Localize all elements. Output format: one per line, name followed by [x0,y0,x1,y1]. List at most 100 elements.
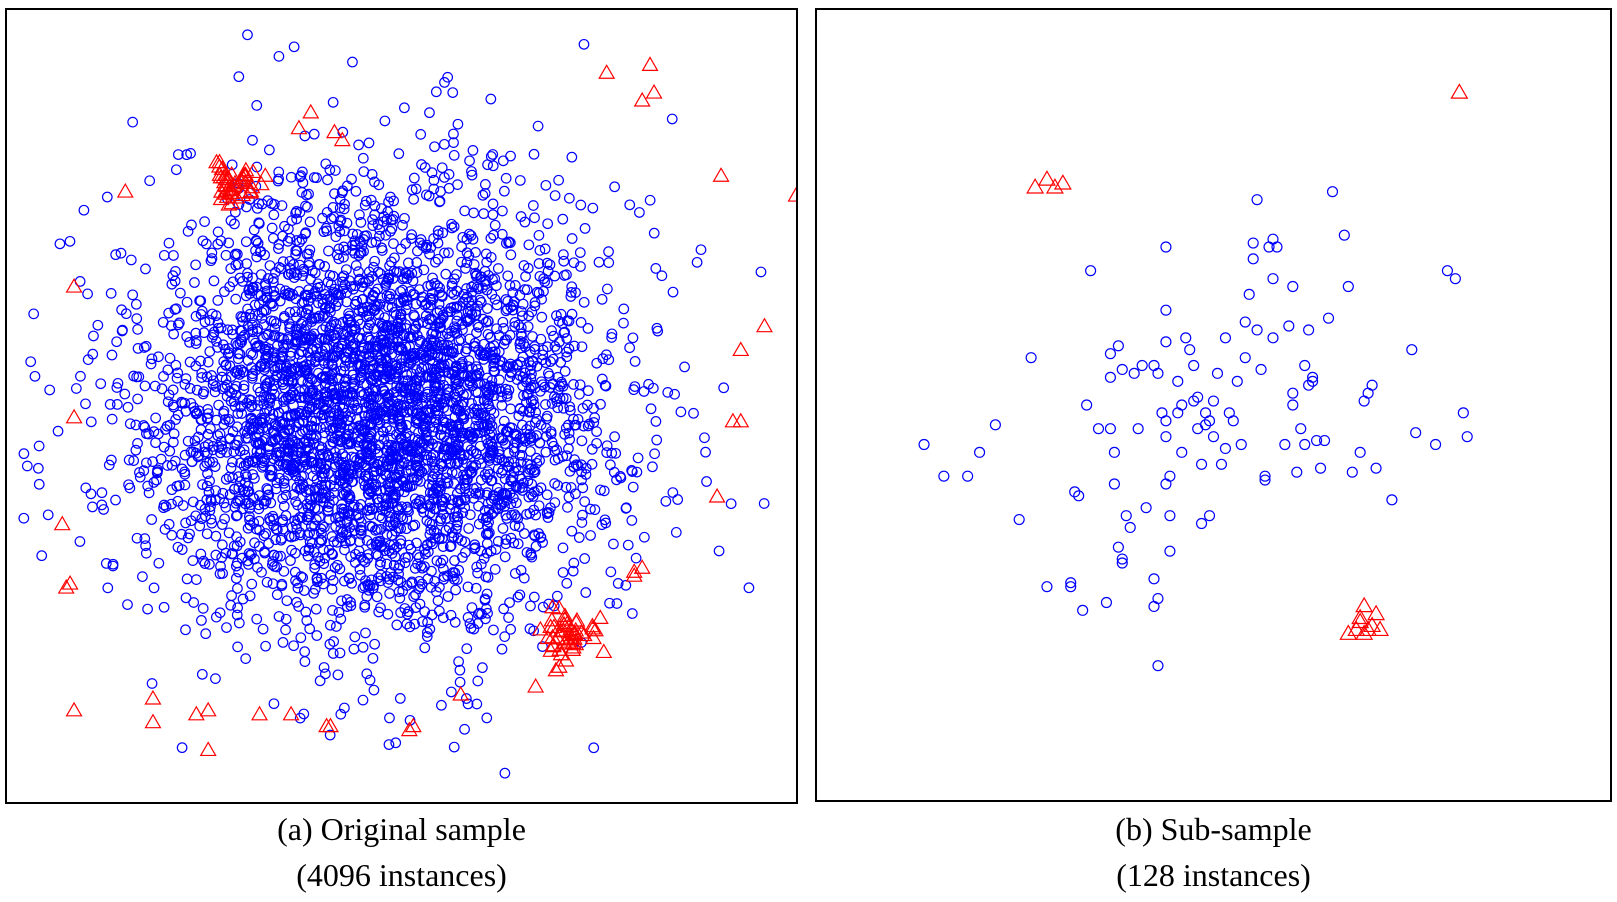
normal-point [480,248,492,260]
normal-point [174,287,186,299]
normal-point [501,362,513,374]
normal-point [424,354,436,366]
normal-point [535,532,547,544]
normal-point [651,434,663,446]
normal-point [513,521,525,532]
normal-point [228,446,240,457]
normal-point [1203,510,1216,522]
normal-point [516,473,527,485]
normal-point [609,181,620,193]
normal-point [110,494,121,506]
normal-point [223,527,235,539]
normal-point [489,564,501,575]
normal-point [268,351,280,363]
anomaly-point [1450,83,1469,99]
normal-point [289,515,301,526]
normal-point [372,299,383,310]
normal-point [450,523,462,535]
normal-point [260,640,271,652]
normal-point [188,597,200,608]
normal-point [443,522,455,534]
anomaly-point [282,705,300,721]
normal-point [1366,379,1378,391]
normal-point [296,187,308,198]
normal-point [276,200,288,211]
normal-point [400,552,411,564]
normal-point [288,489,300,500]
normal-point [487,149,499,160]
anomaly-point [567,621,585,637]
normal-point [388,387,400,399]
normal-point [367,400,379,411]
normal-point [375,406,386,418]
normal-point [528,148,540,160]
anomaly-point [252,175,270,191]
normal-point [1184,344,1196,356]
normal-point [232,408,244,419]
normal-point [579,553,591,564]
normal-point [156,383,168,395]
normal-point [416,362,428,374]
normal-point [426,167,438,179]
normal-point [529,300,541,312]
normal-point [565,291,577,302]
normal-point [503,384,515,396]
normal-point [388,238,399,249]
normal-point [275,550,286,562]
normal-point [365,485,376,497]
normal-point [525,431,537,443]
normal-point [334,318,346,329]
normal-point [327,575,339,586]
anomaly-point [57,578,75,594]
normal-point [442,387,454,398]
normal-point [542,512,554,523]
normal-point [508,442,520,454]
normal-point [263,423,274,435]
normal-point [523,406,535,418]
normal-point [427,337,438,349]
normal-point [541,257,553,269]
normal-point [409,433,421,444]
normal-point [1160,336,1172,348]
normal-point [305,430,317,442]
normal-point [1307,375,1319,387]
normal-point [433,605,445,617]
normal-point [173,480,185,491]
normal-point [122,401,134,413]
anomaly-point [290,119,308,135]
normal-point [299,364,310,376]
normal-point [1311,434,1323,447]
normal-point [670,526,682,538]
normal-point [296,233,308,245]
normal-point [524,446,536,457]
normal-point [234,476,246,487]
normal-point [284,389,296,401]
normal-point [468,207,480,219]
normal-point [278,403,290,415]
normal-point [624,342,636,354]
normal-point [400,466,412,478]
normal-point [237,276,248,287]
normal-point [466,602,478,613]
normal-point [634,207,645,218]
normal-point [603,354,615,366]
anomaly-point [1339,624,1358,640]
normal-point [294,206,306,218]
normal-point [502,426,514,438]
normal-point [450,420,462,431]
normal-point [220,502,232,513]
normal-point [446,287,458,298]
normal-point [1203,415,1216,427]
normal-point [505,249,517,261]
normal-point [449,273,460,285]
normal-point [456,241,467,253]
normal-point [28,308,40,320]
anomaly-point [787,186,796,202]
normal-point [425,280,437,291]
normal-point [355,528,367,540]
normal-point [445,444,457,456]
normal-point [502,270,514,282]
normal-point [383,371,395,383]
normal-point [322,501,334,513]
normal-point [652,325,664,337]
